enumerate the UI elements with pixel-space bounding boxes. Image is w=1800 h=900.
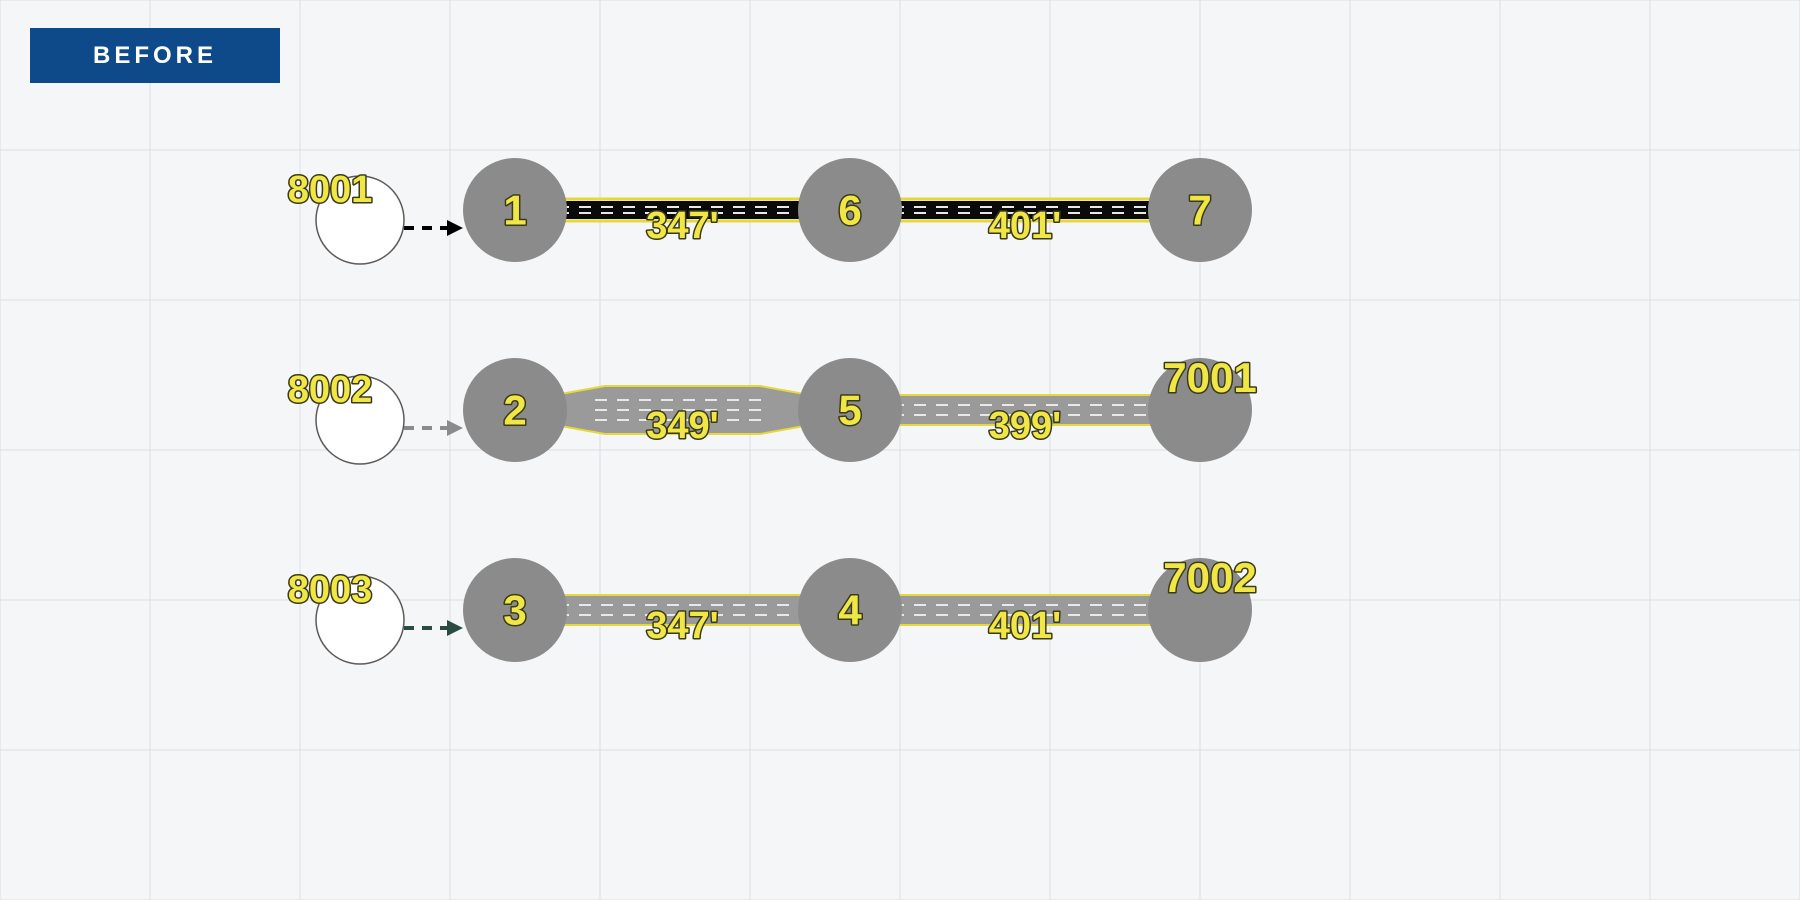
source-label: 8002 (288, 369, 373, 411)
edge-label: 347' (646, 605, 718, 647)
node-label: 1 (503, 187, 526, 234)
edge-label: 399' (989, 405, 1061, 447)
node-label: 7001 (1163, 354, 1256, 401)
edge-label: 401' (989, 605, 1061, 647)
edge-label: 349' (646, 405, 718, 447)
edge-label: 347' (646, 205, 718, 247)
source-label: 8003 (288, 569, 373, 611)
before-badge: BEFORE (30, 28, 280, 83)
diagram-canvas: 347' 401' 1 6 7 8001 349' 399' 2 5 7001 8002 347' 401… (0, 0, 1800, 900)
diagram-svg: 347' 401' 1 6 7 8001 349' 399' 2 5 7001 8002 347' 401… (0, 0, 1800, 900)
node-label: 4 (838, 587, 862, 634)
edge-label: 401' (989, 205, 1061, 247)
node-label: 7002 (1163, 554, 1256, 601)
node-label: 3 (503, 587, 526, 634)
node-label: 5 (838, 387, 861, 434)
node-label: 7 (1188, 187, 1211, 234)
source-label: 8001 (288, 169, 373, 211)
node-label: 6 (838, 187, 861, 234)
node-label: 2 (503, 387, 526, 434)
badge-text: BEFORE (93, 42, 217, 69)
